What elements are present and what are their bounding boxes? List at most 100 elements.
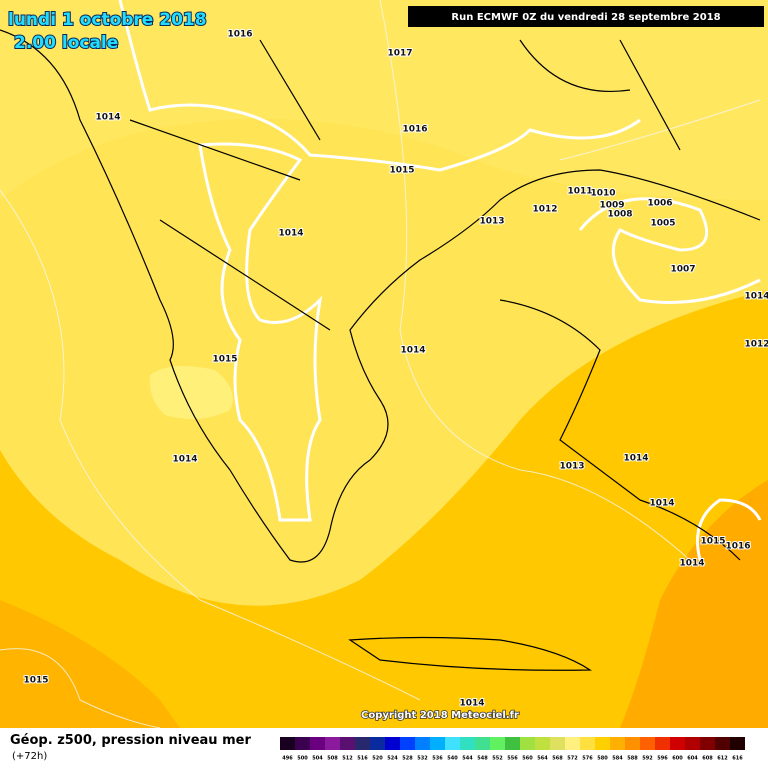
scale-label: 572 [567, 756, 578, 762]
scale-swatch [580, 737, 595, 750]
footer-lead: (+72h) [12, 751, 47, 762]
isobar-label: 1014 [278, 229, 303, 239]
scale-label: 600 [672, 756, 683, 762]
scale-swatch [550, 737, 565, 750]
scale-label: 560 [522, 756, 533, 762]
scale-swatch [400, 737, 415, 750]
run-box [408, 6, 764, 27]
scale-label: 496 [282, 756, 293, 762]
scale-label: 592 [642, 756, 653, 762]
isobar-label: 1014 [400, 346, 425, 356]
isobar-label: 1006 [647, 199, 672, 209]
copyright: Copyright 2018 Meteociel.fr [361, 710, 519, 721]
scale-swatch [295, 737, 310, 750]
scale-swatch [700, 737, 715, 750]
scale-label: 612 [717, 756, 728, 762]
scale-swatch [460, 737, 475, 750]
isobar-label: 1005 [650, 219, 675, 229]
scale-label: 596 [657, 756, 668, 762]
isobar-label: 1014 [95, 113, 120, 123]
scale-swatch [520, 737, 535, 750]
isobar-label: 1016 [227, 30, 252, 40]
scale-swatch [490, 737, 505, 750]
scale-swatch [280, 737, 295, 750]
isolines [0, 0, 761, 729]
scale-label: 556 [507, 756, 518, 762]
scale-swatch [505, 737, 520, 750]
scale-swatch [385, 737, 400, 750]
scale-label: 528 [402, 756, 413, 762]
scale-label: 552 [492, 756, 503, 762]
scale-label: 516 [357, 756, 368, 762]
scale-label: 616 [732, 756, 743, 762]
isobar-label: 1008 [607, 210, 632, 220]
scale-swatch [310, 737, 325, 750]
isobar-label: 1007 [670, 265, 695, 275]
scale-swatch [670, 737, 685, 750]
scale-label: 544 [462, 756, 473, 762]
scale-label: 608 [702, 756, 713, 762]
scale-swatch [685, 737, 700, 750]
isobar-label: 1009 [599, 201, 624, 211]
isobar-label: 1014 [623, 454, 648, 464]
isobar-label: 1016 [725, 542, 750, 552]
time-title: 2.00 locale [14, 33, 118, 53]
scale-swatch [475, 737, 490, 750]
scale-label: 520 [372, 756, 383, 762]
scale-swatch [610, 737, 625, 750]
scale-label: 540 [447, 756, 458, 762]
scale-swatch [430, 737, 445, 750]
isobar-label: 1013 [479, 217, 504, 227]
isobar-label: 1014 [744, 292, 768, 302]
isobar-label: 1015 [700, 537, 725, 547]
isobar-label: 1017 [387, 49, 412, 59]
isolines [118, 0, 762, 561]
scale-swatch [370, 737, 385, 750]
isobar-label: 1011 [567, 187, 592, 197]
scale-label: 532 [417, 756, 428, 762]
scale-label: 564 [537, 756, 548, 762]
isobar-label: 1014 [679, 559, 704, 569]
scale-swatch [655, 737, 670, 750]
scale-swatch [730, 737, 745, 750]
scale-swatch [625, 737, 640, 750]
coastline [0, 29, 761, 671]
isobar-label: 1014 [172, 455, 197, 465]
scale-label: 524 [387, 756, 398, 762]
scale-swatch [415, 737, 430, 750]
scale-swatch [595, 737, 610, 750]
date-title: lundi 1 octobre 2018 [8, 10, 207, 30]
scale-swatch [445, 737, 460, 750]
cool-area [149, 366, 233, 419]
scale-label: 512 [342, 756, 353, 762]
scale-label: 576 [582, 756, 593, 762]
isobar-label: 1012 [744, 340, 768, 350]
scale-swatch [355, 737, 370, 750]
isobar-label: 1015 [23, 676, 48, 686]
isobar-label: 1014 [459, 699, 484, 709]
isobar-label: 1013 [559, 462, 584, 472]
scale-swatch [565, 737, 580, 750]
scale-label: 568 [552, 756, 563, 762]
scale-swatch [325, 737, 340, 750]
cool-area [0, 0, 768, 200]
scale-swatch [340, 737, 355, 750]
scale-label: 504 [312, 756, 323, 762]
warm-area [620, 480, 768, 728]
isobar-label: 1015 [212, 355, 237, 365]
scale-label: 580 [597, 756, 608, 762]
scale-label: 548 [477, 756, 488, 762]
scale-label: 500 [297, 756, 308, 762]
isobar-label: 1015 [389, 166, 414, 176]
scale-swatch [640, 737, 655, 750]
isobar-label: 1016 [402, 125, 427, 135]
scale-swatch [715, 737, 730, 750]
scale-swatch [535, 737, 550, 750]
warm-area [0, 600, 180, 728]
footer-title: Géop. z500, pression niveau mer [10, 733, 251, 748]
run-info: Run ECMWF 0Z du vendredi 28 septembre 20… [451, 12, 720, 23]
isobar-label: 1010 [590, 189, 615, 199]
scale-label: 588 [627, 756, 638, 762]
scale-label: 536 [432, 756, 443, 762]
